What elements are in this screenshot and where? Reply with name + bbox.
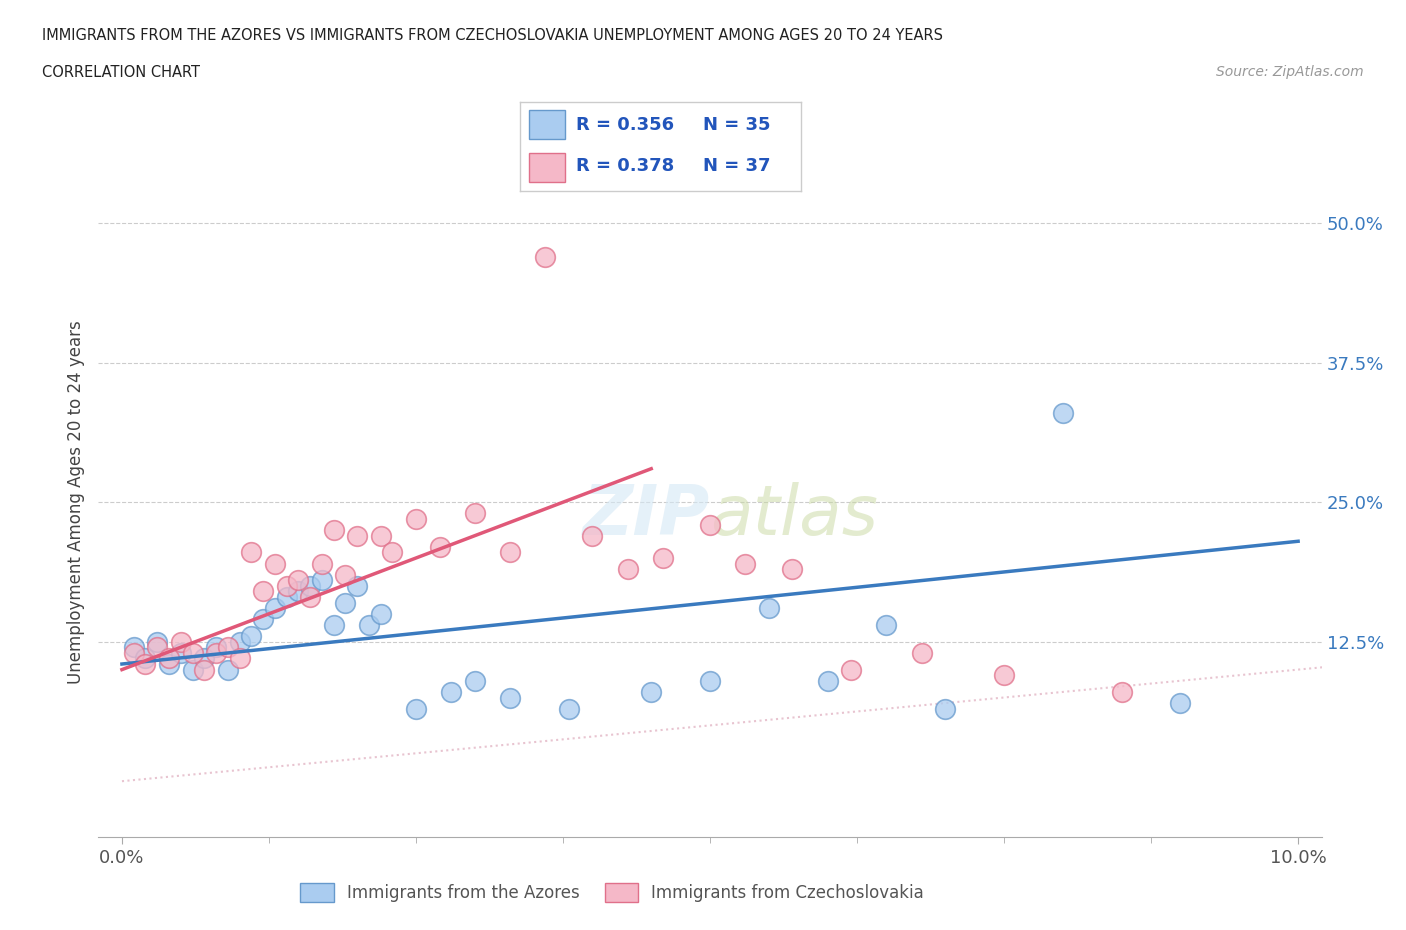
Point bbox=[464, 673, 486, 688]
Point bbox=[699, 517, 721, 532]
Point bbox=[346, 578, 368, 593]
Point bbox=[181, 662, 204, 677]
Bar bbox=[529, 153, 565, 182]
Point bbox=[1111, 684, 1133, 699]
Point bbox=[734, 556, 756, 571]
Point bbox=[134, 651, 156, 666]
Bar bbox=[529, 111, 565, 140]
Text: R = 0.356: R = 0.356 bbox=[576, 116, 675, 134]
Point bbox=[1170, 696, 1192, 711]
Text: Source: ZipAtlas.com: Source: ZipAtlas.com bbox=[1216, 65, 1364, 79]
Y-axis label: Unemployment Among Ages 20 to 24 years: Unemployment Among Ages 20 to 24 years bbox=[66, 320, 84, 684]
Point bbox=[170, 634, 193, 649]
Legend: Immigrants from the Azores, Immigrants from Czechoslovakia: Immigrants from the Azores, Immigrants f… bbox=[294, 876, 931, 909]
Point bbox=[205, 640, 228, 655]
Point bbox=[263, 556, 285, 571]
Text: N = 35: N = 35 bbox=[703, 116, 770, 134]
Point bbox=[381, 545, 404, 560]
Point bbox=[699, 673, 721, 688]
Text: IMMIGRANTS FROM THE AZORES VS IMMIGRANTS FROM CZECHOSLOVAKIA UNEMPLOYMENT AMONG : IMMIGRANTS FROM THE AZORES VS IMMIGRANTS… bbox=[42, 28, 943, 43]
Point bbox=[311, 556, 333, 571]
Point bbox=[558, 701, 581, 716]
Point bbox=[287, 584, 309, 599]
Point bbox=[122, 640, 145, 655]
Point bbox=[299, 590, 322, 604]
Point bbox=[405, 512, 427, 526]
Text: atlas: atlas bbox=[710, 482, 877, 549]
Point bbox=[252, 584, 274, 599]
Point bbox=[287, 573, 309, 588]
Point bbox=[652, 551, 675, 565]
Point bbox=[440, 684, 463, 699]
Point bbox=[240, 629, 263, 644]
Point bbox=[170, 645, 193, 660]
Point bbox=[193, 662, 215, 677]
Point bbox=[875, 618, 897, 632]
Point bbox=[228, 634, 250, 649]
Point bbox=[240, 545, 263, 560]
Text: N = 37: N = 37 bbox=[703, 157, 770, 175]
Point bbox=[217, 662, 239, 677]
Point bbox=[276, 590, 298, 604]
Point bbox=[311, 573, 333, 588]
Point bbox=[370, 606, 392, 621]
Point bbox=[346, 528, 368, 543]
Point bbox=[299, 578, 322, 593]
Point bbox=[146, 634, 169, 649]
Point bbox=[335, 595, 357, 610]
Point bbox=[405, 701, 427, 716]
Point bbox=[335, 567, 357, 582]
Point bbox=[357, 618, 380, 632]
Point bbox=[1052, 405, 1074, 420]
Text: CORRELATION CHART: CORRELATION CHART bbox=[42, 65, 200, 80]
Point bbox=[839, 662, 862, 677]
Point bbox=[758, 601, 780, 616]
Point bbox=[499, 690, 522, 705]
Point bbox=[817, 673, 839, 688]
Point bbox=[228, 651, 250, 666]
Point bbox=[146, 640, 169, 655]
Point bbox=[157, 657, 180, 671]
Point bbox=[581, 528, 603, 543]
Point bbox=[322, 618, 344, 632]
Point bbox=[534, 249, 557, 264]
Point bbox=[205, 645, 228, 660]
Point bbox=[464, 506, 486, 521]
Point bbox=[911, 645, 934, 660]
Point bbox=[640, 684, 662, 699]
Text: R = 0.378: R = 0.378 bbox=[576, 157, 675, 175]
Point bbox=[429, 539, 451, 554]
Point bbox=[181, 645, 204, 660]
Point bbox=[322, 523, 344, 538]
Point bbox=[252, 612, 274, 627]
Point bbox=[370, 528, 392, 543]
Point bbox=[134, 657, 156, 671]
Point bbox=[993, 668, 1015, 683]
Point bbox=[934, 701, 956, 716]
Point bbox=[276, 578, 298, 593]
Point bbox=[217, 640, 239, 655]
Point bbox=[616, 562, 638, 577]
Point bbox=[263, 601, 285, 616]
Point bbox=[193, 651, 215, 666]
Point bbox=[782, 562, 804, 577]
Text: ZIP: ZIP bbox=[582, 482, 710, 549]
Point bbox=[122, 645, 145, 660]
Point bbox=[499, 545, 522, 560]
Point bbox=[157, 651, 180, 666]
